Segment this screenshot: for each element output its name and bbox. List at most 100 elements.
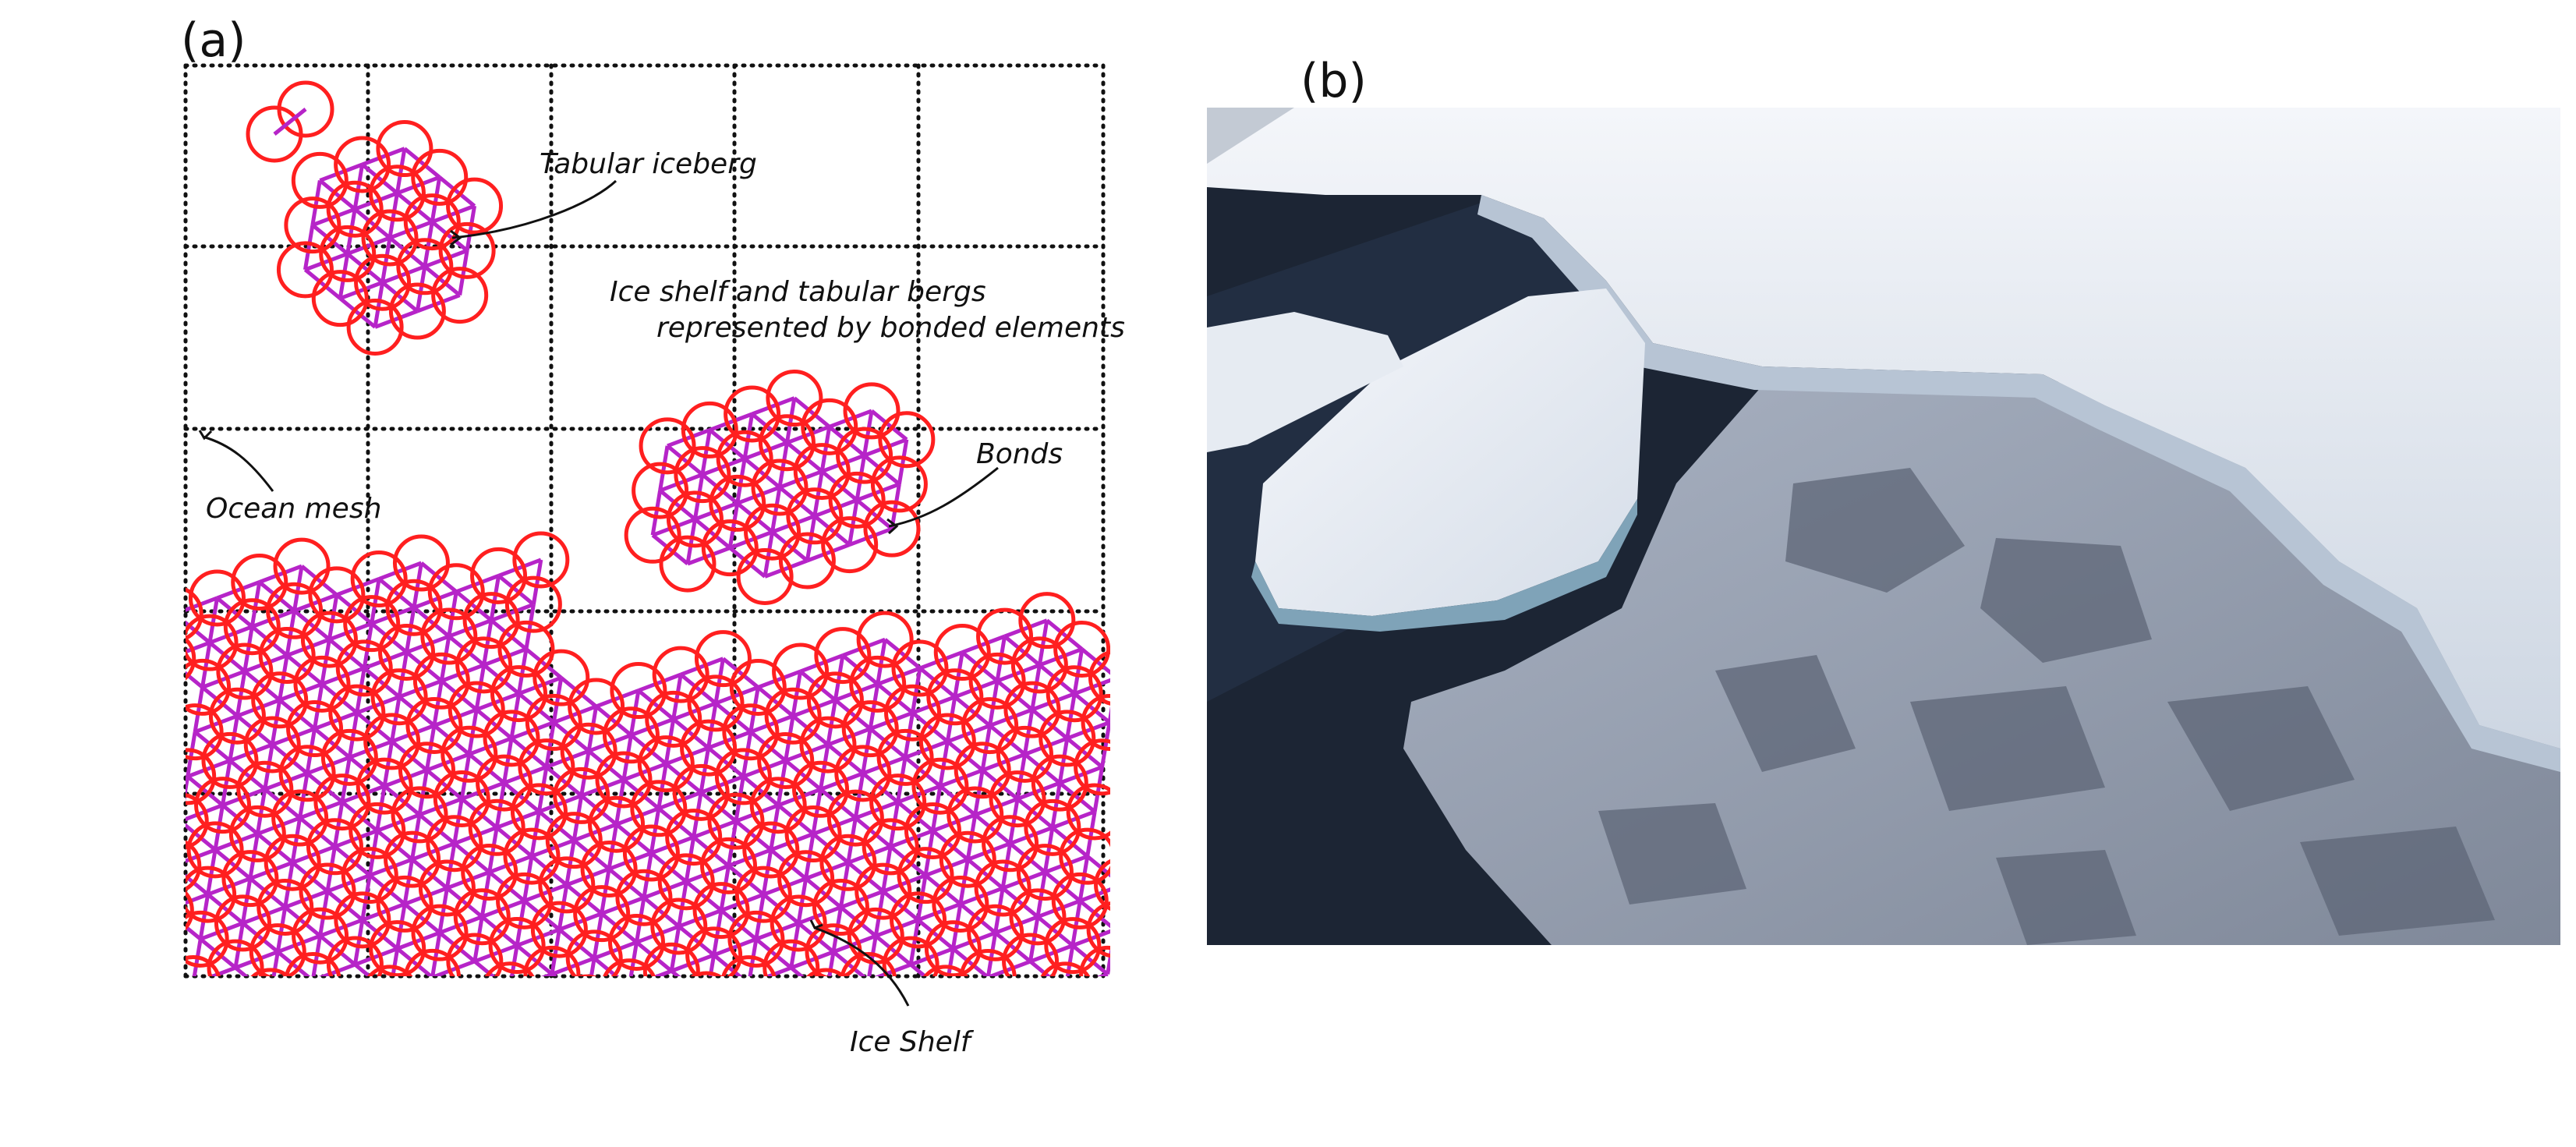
ice-element	[659, 535, 717, 593]
ice-element	[882, 936, 939, 976]
bond	[458, 250, 469, 296]
bond	[678, 925, 716, 957]
bond	[413, 589, 458, 610]
bond	[819, 788, 857, 820]
ice-element	[284, 196, 341, 254]
bond	[677, 881, 688, 927]
ice-element	[341, 847, 398, 905]
arrowhead	[809, 919, 823, 929]
ice-element	[758, 414, 816, 472]
ice-element	[285, 951, 341, 976]
bond	[509, 693, 521, 739]
bond	[947, 724, 991, 744]
bond	[228, 759, 267, 791]
bond	[586, 706, 599, 752]
bond	[256, 832, 294, 865]
ice-element	[602, 706, 660, 764]
bond	[423, 264, 462, 297]
sea-ice-patch	[1980, 538, 2152, 663]
ice-element	[378, 623, 436, 681]
ice-element	[856, 611, 914, 668]
bond	[284, 889, 328, 909]
bond	[911, 667, 922, 713]
bond	[657, 806, 695, 839]
ice-element	[313, 774, 371, 831]
bond	[798, 905, 842, 926]
bond	[713, 658, 725, 704]
ice-element	[996, 725, 1053, 783]
bond	[186, 596, 218, 612]
bond	[890, 829, 934, 849]
bond	[882, 873, 926, 894]
bond	[657, 791, 702, 811]
ice-element	[228, 805, 286, 862]
bond	[939, 768, 984, 788]
bond	[1031, 692, 1076, 712]
tabular-iceberg-photo	[1255, 289, 1645, 616]
bond	[701, 473, 739, 505]
bond	[827, 951, 836, 976]
bond	[264, 771, 308, 791]
bond	[754, 894, 766, 940]
bond	[293, 593, 338, 613]
bond	[855, 455, 867, 501]
bond	[362, 623, 374, 669]
bond	[709, 412, 753, 432]
bond	[727, 503, 740, 549]
bond	[318, 179, 356, 211]
bond	[853, 773, 865, 819]
ice-element	[186, 658, 232, 716]
ice-element	[863, 500, 921, 558]
ice-element	[932, 875, 989, 933]
bond	[1043, 870, 1081, 903]
bond	[440, 679, 478, 711]
bond	[468, 736, 512, 756]
bond	[1024, 736, 1068, 756]
bond	[713, 953, 743, 976]
bond	[989, 724, 1027, 756]
bond	[1051, 809, 1096, 830]
bond	[777, 787, 822, 808]
bond	[488, 870, 526, 903]
ice-element	[208, 687, 266, 745]
bond	[994, 915, 1039, 935]
bond	[479, 872, 492, 918]
ice-element	[376, 120, 433, 178]
ice-element	[690, 971, 723, 976]
bond	[165, 866, 172, 910]
ice-element	[862, 818, 919, 876]
bond	[588, 733, 632, 753]
bond	[551, 677, 564, 723]
bond	[538, 794, 582, 814]
bond	[932, 812, 976, 833]
ice-element	[392, 534, 450, 592]
bond	[242, 626, 254, 672]
bond	[734, 820, 773, 851]
bond	[186, 731, 197, 777]
ice-element	[276, 241, 334, 299]
ice-element	[742, 821, 800, 879]
bond	[249, 860, 294, 881]
bond	[353, 207, 391, 239]
ice-element	[1074, 738, 1110, 796]
bond	[186, 774, 225, 807]
bond	[917, 902, 961, 922]
bonds-leader	[888, 466, 999, 528]
ice-element	[1086, 901, 1110, 958]
bond	[207, 597, 219, 643]
bond	[216, 580, 260, 600]
ice-element	[637, 735, 695, 793]
ice-element	[320, 728, 378, 786]
bond	[1031, 708, 1069, 740]
bond	[663, 718, 676, 764]
bond	[847, 861, 885, 894]
bond	[298, 773, 310, 819]
bond	[812, 832, 850, 865]
panel-a: (a) Tabular iceberg Ice shelf and tabula…	[165, 13, 1125, 1058]
bond	[551, 956, 596, 976]
bond	[333, 802, 345, 848]
ice-element	[622, 824, 680, 882]
bond	[712, 910, 724, 956]
bond	[303, 225, 315, 271]
bond	[275, 907, 288, 953]
